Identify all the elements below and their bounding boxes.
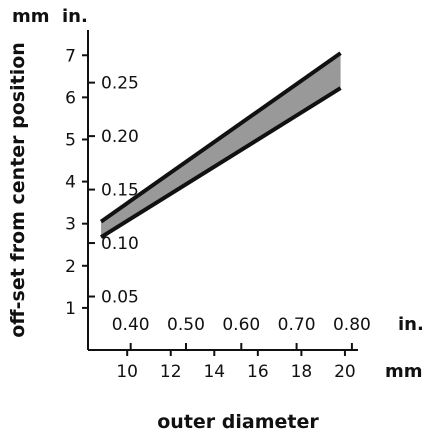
series-layer [99, 51, 342, 239]
x-tick-label-in: 0.40 [112, 315, 150, 335]
y-axis-label: off-set from center position [7, 42, 29, 338]
y-tick-label-in: 0.10 [101, 234, 139, 254]
x-tick-label-mm: 14 [203, 362, 225, 382]
y-tick-label-mm: 1 [65, 299, 76, 319]
y-tick-label-in: 0.15 [101, 181, 139, 201]
x-tick-label-mm: 10 [116, 362, 138, 382]
x-tick-label-in: 0.70 [278, 315, 316, 335]
x-tick-label-in: 0.60 [222, 315, 260, 335]
x-tick-label-in: 0.80 [333, 315, 371, 335]
x-unit-secondary: in. [398, 314, 424, 335]
y-tick-label-mm: 2 [65, 257, 76, 277]
series-upper-line [99, 51, 342, 224]
y-tick-label-mm: 4 [65, 173, 76, 193]
series-lower-line [100, 86, 342, 239]
x-axis-label: outer diameter [157, 411, 319, 433]
y-tick-label-in: 0.05 [101, 288, 139, 308]
y-tick-label-mm: 5 [65, 130, 76, 150]
y-tick-label-mm: 6 [65, 88, 76, 108]
x-tick-label-mm: 18 [291, 362, 313, 382]
shaded-band [101, 53, 341, 238]
y-unit-secondary: in. [62, 6, 88, 27]
x-tick-label-in: 0.50 [167, 315, 205, 335]
x-tick-label-mm: 12 [160, 362, 182, 382]
x-tick-label-mm: 16 [247, 362, 269, 382]
y-unit-primary: mm [12, 6, 50, 27]
y-tick-label-mm: 7 [65, 46, 76, 66]
y-tick-label-in: 0.20 [101, 127, 139, 147]
y-tick-label-mm: 3 [65, 215, 76, 235]
x-tick-label-mm: 20 [334, 362, 356, 382]
x-unit-primary: mm [385, 361, 423, 382]
band-layer [101, 53, 341, 238]
y-tick-label-in: 0.25 [101, 74, 139, 94]
